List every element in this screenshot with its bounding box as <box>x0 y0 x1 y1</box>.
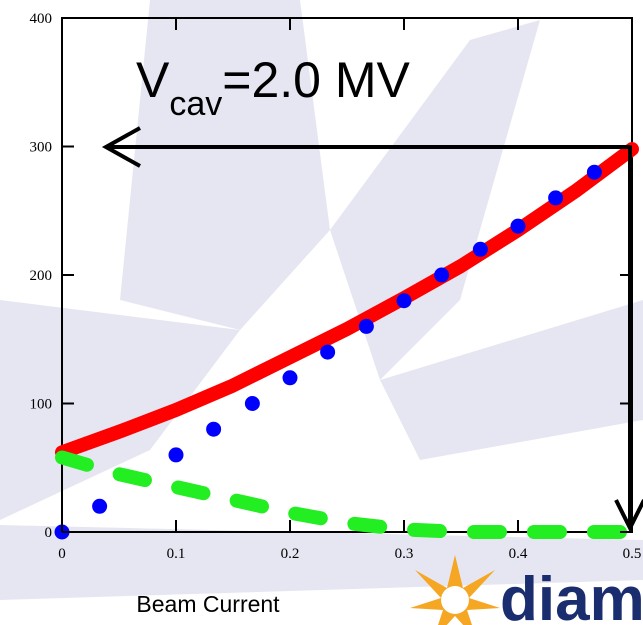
dot <box>548 190 563 205</box>
x-tick-label: 0 <box>58 546 66 562</box>
dot <box>359 319 374 334</box>
y-tick-label: 0 <box>45 525 53 541</box>
dashed-line <box>62 457 632 532</box>
dot <box>473 242 488 257</box>
x-tick-label: 0.4 <box>509 546 528 562</box>
y-tick-label: 400 <box>30 11 53 27</box>
x-tick-label: 0.1 <box>167 546 186 562</box>
dot <box>320 345 335 360</box>
dot <box>283 370 298 385</box>
dot <box>169 447 184 462</box>
dot <box>245 396 260 411</box>
dot <box>587 165 602 180</box>
page: {"chart_data": {"type": "line", "xlim": … <box>0 0 643 625</box>
y-tick-label: 200 <box>30 268 53 284</box>
x-axis-label: Beam Current <box>136 591 280 617</box>
y-tick-label: 100 <box>30 397 53 413</box>
annotation-base: V <box>136 52 170 108</box>
x-tick-label: 0.2 <box>281 546 300 562</box>
logo-text: diam <box>500 565 643 625</box>
x-tick-label: 0.3 <box>395 546 414 562</box>
dot <box>511 219 526 234</box>
chart: Vcav=2.0 MV Beam Current diam 0 100 200 300… <box>0 0 643 625</box>
x-tick-label: 0.5 <box>623 546 642 562</box>
dot <box>397 293 412 308</box>
dot <box>92 499 107 514</box>
annotation-subscript: cav <box>169 85 222 123</box>
dot <box>434 268 449 283</box>
dot <box>206 422 221 437</box>
y-tick-label: 300 <box>30 140 53 156</box>
annotation-rest: =2.0 MV <box>222 52 410 108</box>
